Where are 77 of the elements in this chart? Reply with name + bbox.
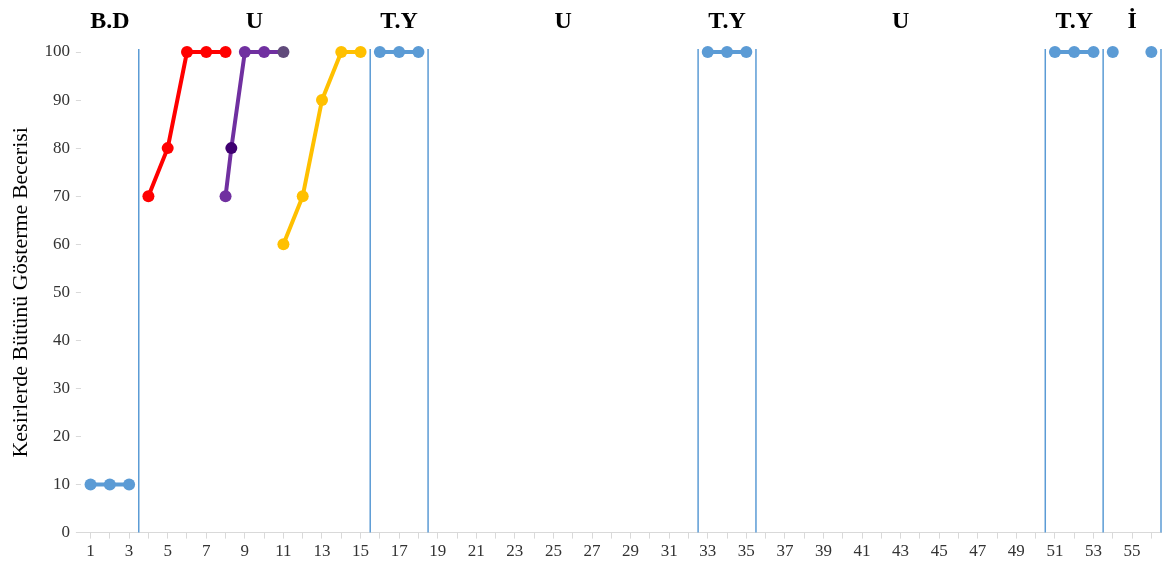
x-tick-label: 53	[1084, 541, 1102, 561]
x-tick-label: 55	[1123, 541, 1141, 561]
text: İ	[1127, 7, 1137, 34]
y-tick-label: 70	[52, 185, 70, 205]
point	[740, 46, 753, 58]
point	[277, 238, 290, 251]
point	[412, 46, 425, 58]
x-tick-label: 29	[622, 541, 640, 561]
point	[1087, 46, 1100, 58]
y-tick-label: 0	[61, 522, 70, 542]
text: B.D	[90, 7, 130, 34]
text: T.Y	[1055, 7, 1093, 34]
point	[1048, 46, 1061, 58]
point	[123, 478, 136, 491]
x-tick-label: 33	[699, 541, 717, 561]
y-tick-label: 50	[52, 281, 70, 301]
point	[373, 46, 386, 58]
point	[296, 190, 309, 203]
x-tick-label: 23	[506, 541, 524, 561]
point	[103, 478, 116, 491]
y-tick-label: 60	[52, 233, 70, 253]
y-tick-label: 10	[52, 474, 70, 494]
y-tick-label: 20	[52, 425, 70, 445]
x-tick-label: 21	[467, 541, 485, 561]
y-tick-label: 30	[52, 377, 70, 397]
point	[335, 46, 348, 58]
point	[1145, 46, 1158, 58]
point	[219, 46, 232, 58]
x-tick-label: 11	[275, 541, 292, 561]
x-tick-label: 31	[660, 541, 678, 561]
x-tick-label: 13	[313, 541, 331, 561]
x-tick-label: 15	[352, 541, 370, 561]
y-tick-label: 40	[52, 329, 70, 349]
x-tick-label: 43	[892, 541, 910, 561]
x-tick-label: 27	[583, 541, 602, 561]
x-tick-label: 5	[163, 541, 172, 561]
x-tick-label: 19	[429, 541, 447, 561]
point	[1106, 46, 1119, 58]
x-tick-label: 45	[930, 541, 948, 561]
y-tick-label: 100	[44, 41, 70, 61]
point	[161, 142, 174, 155]
point	[315, 94, 328, 107]
point	[142, 190, 155, 203]
x-tick-label: 37	[776, 541, 794, 561]
y-axis-title: Kesirlerde Bütünü Gösterme Becerisi	[6, 127, 32, 458]
point	[1068, 46, 1081, 58]
point	[225, 142, 238, 155]
point	[277, 46, 290, 58]
x-tick-label: 49	[1007, 541, 1025, 561]
point	[393, 46, 406, 58]
text: T.Y	[708, 7, 746, 34]
x-tick-label: 3	[124, 541, 134, 561]
text: U	[245, 7, 264, 34]
y-tick-label: 80	[52, 137, 70, 157]
point	[701, 46, 714, 58]
point	[721, 46, 734, 58]
x-tick-label: 47	[969, 541, 987, 561]
x-tick-label: 17	[390, 541, 409, 561]
point	[200, 46, 213, 58]
point	[354, 46, 367, 58]
point	[84, 478, 97, 491]
text: U	[554, 7, 572, 34]
y-tick-label: 90	[52, 89, 70, 109]
point	[219, 190, 232, 203]
text: T.Y	[380, 7, 418, 34]
x-tick-label: 25	[544, 541, 562, 561]
x-tick-label: 35	[737, 541, 755, 561]
point	[238, 46, 251, 58]
x-tick-label: 51	[1046, 541, 1064, 561]
x-tick-label: 9	[240, 541, 250, 561]
x-tick-label: 7	[202, 541, 212, 561]
text: U	[891, 7, 910, 34]
x-tick-label: 1	[86, 541, 95, 561]
point	[180, 46, 193, 58]
x-tick-label: 41	[853, 541, 871, 561]
point	[258, 46, 271, 58]
x-tick-label: 39	[814, 541, 832, 561]
